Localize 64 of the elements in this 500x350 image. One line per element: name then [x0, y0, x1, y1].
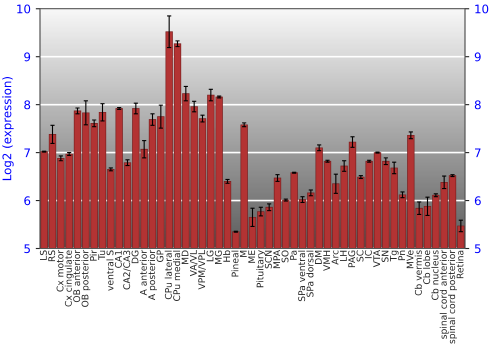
- x-tick-label: GP: [156, 250, 164, 262]
- x-tick-label: CPu lateral: [164, 250, 172, 300]
- x-tick-label: Tu: [98, 250, 106, 260]
- y-tick-label: 7: [24, 148, 30, 158]
- x-tick-label: LG: [206, 250, 214, 262]
- x-tick-label: CA2/CA3: [123, 250, 131, 290]
- y-tick-label: 5: [24, 244, 30, 254]
- x-tick-label: SPa ventral: [298, 250, 306, 302]
- x-tick-label: IC: [364, 250, 372, 258]
- x-tick-label: VA/VL: [190, 250, 198, 276]
- x-tick-label: VMH: [323, 250, 330, 271]
- x-tick-label: OB posterior: [81, 250, 90, 307]
- x-tick-label: Cb vermis: [414, 250, 422, 296]
- x-tick-label: Cb nucleus: [431, 250, 438, 300]
- x-tick-label: CA1: [114, 250, 122, 268]
- x-tick-label: ME: [248, 250, 256, 263]
- x-tick-label: LS: [40, 250, 47, 260]
- y2-tick-label: 5: [474, 244, 481, 254]
- x-tick-label: Cx cingulate: [64, 250, 74, 307]
- y-tick-label: 8: [24, 100, 30, 110]
- x-tick-label: SO: [282, 250, 288, 262]
- x-tick-label: Pineal: [231, 250, 238, 276]
- x-tick-label: Hb: [223, 250, 230, 262]
- y2-tick-label: 8: [474, 100, 481, 110]
- x-tick-label: ventral S: [106, 250, 114, 291]
- x-tick-label: DM: [315, 250, 322, 264]
- x-tick-label: Tg: [390, 250, 399, 262]
- x-tick-label: RS: [48, 250, 56, 262]
- x-tick-label: CPu medial: [173, 250, 180, 301]
- y-tick-label: 6: [24, 196, 30, 206]
- x-tick-label: A anterior: [140, 250, 147, 296]
- x-tick-label: Pituitary: [256, 250, 266, 288]
- x-tick-label: spinal cord anterior: [440, 250, 449, 339]
- x-tick-label: Cb lobe: [423, 250, 430, 284]
- x-tick-label: A posterior: [148, 250, 157, 300]
- x-tick-label: VTA: [373, 250, 380, 268]
- x-tick-label: Retina: [456, 250, 464, 278]
- x-tick-label: Pir: [90, 250, 97, 261]
- x-tick-label: M: [240, 250, 247, 257]
- x-tick-label: spinal cord posterior: [448, 250, 457, 344]
- y2-tick-label: 10: [475, 4, 488, 14]
- x-tick-label: Cx motor: [56, 250, 64, 292]
- x-tick-label: SC: [356, 250, 364, 262]
- x-tick-label: SCN: [264, 250, 272, 268]
- x-tick-label: OB anterior: [73, 250, 80, 302]
- x-tick-label: MD: [182, 250, 188, 264]
- x-tick-label: SN: [382, 250, 388, 262]
- x-tick-label: MPA: [273, 250, 280, 268]
- x-tick-label: SPa dorsal: [306, 250, 314, 297]
- x-tick-label: PAG: [348, 250, 356, 268]
- x-tick-label: Arc: [332, 250, 338, 265]
- y2-tick-label: 9: [474, 52, 481, 62]
- x-tick-label: Pn: [398, 250, 406, 260]
- y2-tick-label: 6: [474, 196, 481, 206]
- x-tick-label: MVe: [406, 250, 414, 268]
- x-tick-label: VPM/VPL: [198, 250, 206, 290]
- x-tick-label: LH: [340, 250, 347, 261]
- x-tick-label: Pa: [290, 250, 297, 260]
- y2-tick-label: 7: [474, 148, 481, 158]
- x-tick-label: MG: [214, 250, 222, 264]
- y-tick-label: 9: [24, 52, 30, 62]
- x-tick-label: DG: [132, 250, 138, 264]
- y-tick-label: 10: [17, 4, 30, 14]
- y-axis-title: Log2 (expression): [2, 77, 14, 180]
